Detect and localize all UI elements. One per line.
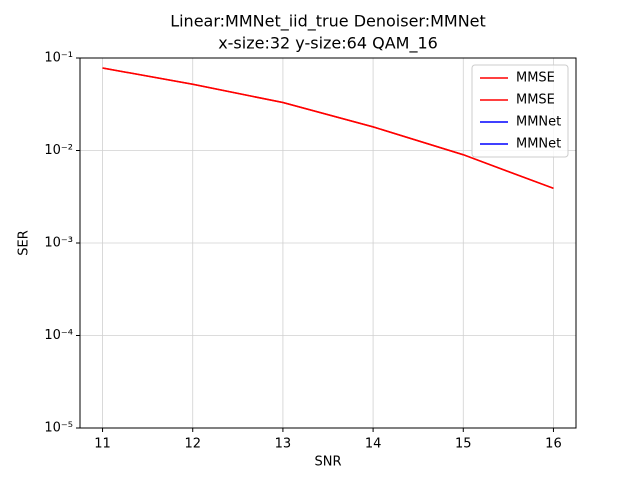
x-tick-label: 15 [455, 437, 472, 452]
legend-label: MMSE [516, 71, 555, 86]
y-tick-label: 10⁻² [44, 143, 73, 158]
legend-label: MMSE [516, 93, 555, 108]
x-tick-label: 14 [365, 437, 382, 452]
legend-label: MMNet [516, 115, 561, 130]
y-tick-label: 10⁻¹ [44, 51, 73, 66]
y-axis-label: SER [17, 230, 32, 256]
x-tick-label: 12 [184, 437, 201, 452]
y-tick-label: 10⁻⁴ [44, 328, 73, 343]
y-tick-label: 10⁻⁵ [44, 421, 73, 436]
plot-frame [79, 57, 577, 429]
y-tick-label: 10⁻³ [44, 236, 73, 251]
legend-label: MMNet [516, 137, 561, 152]
x-axis-label: SNR [314, 455, 341, 470]
series-line [102, 67, 554, 190]
x-tick-label: 13 [275, 437, 292, 452]
x-tick-label: 11 [94, 437, 111, 452]
chart-title: Linear:MMNet_iid_true Denoiser:MMNet [170, 12, 486, 32]
legend-box [471, 64, 569, 158]
x-tick-label: 16 [545, 437, 562, 452]
chart-title: x-size:32 y-size:64 QAM_16 [218, 34, 438, 54]
